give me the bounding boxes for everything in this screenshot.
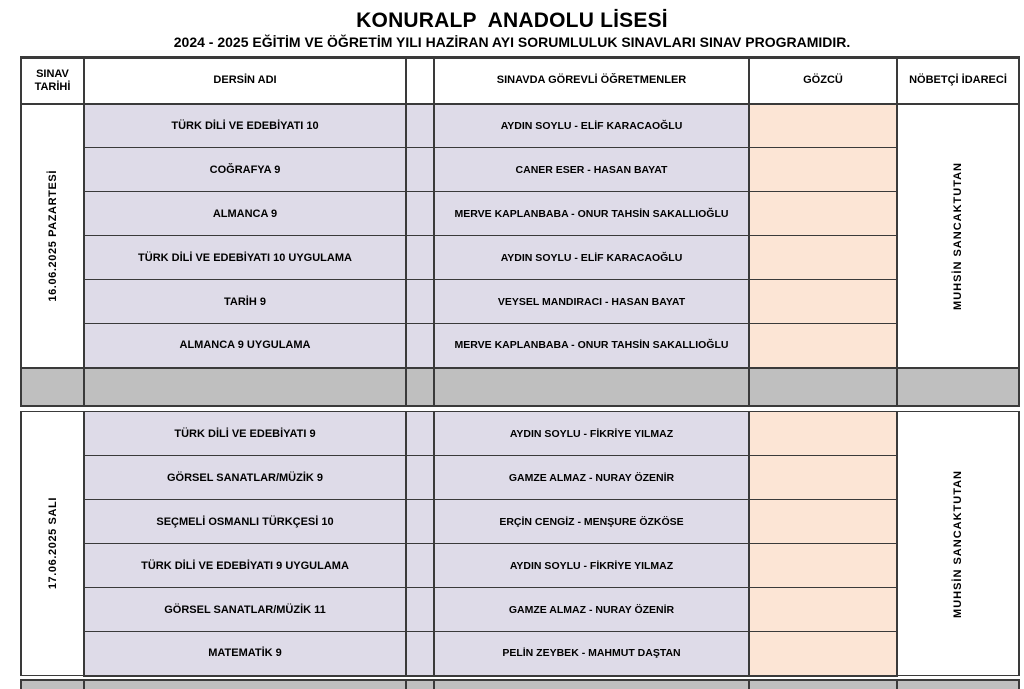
table-row: TARİH 9 VEYSEL MANDIRACI - HASAN BAYAT xyxy=(21,279,1019,324)
teachers-cell: AYDIN SOYLU - ELİF KARACAOĞLU xyxy=(433,103,750,148)
teachers-cell: GAMZE ALMAZ - NURAY ÖZENİR xyxy=(433,587,750,632)
header-gap-column xyxy=(405,56,435,105)
gap-cell xyxy=(405,499,435,544)
course-cell: TÜRK DİLİ VE EDEBİYATI 9 xyxy=(83,411,407,456)
observer-cell xyxy=(748,631,898,677)
course-cell: ALMANCA 9 UYGULAMA xyxy=(83,323,407,369)
observer-cell xyxy=(748,499,898,544)
page-title: KONURALP ANADOLU LİSESİ xyxy=(356,9,668,32)
separator-cell xyxy=(405,678,435,689)
course-cell: TÜRK DİLİ VE EDEBİYATI 10 xyxy=(83,103,407,148)
separator-cell xyxy=(20,366,85,407)
table-row: COĞRAFYA 9 CANER ESER - HASAN BAYAT xyxy=(21,147,1019,192)
separator-cell xyxy=(20,678,85,689)
gap-cell xyxy=(405,543,435,588)
gap-cell xyxy=(405,235,435,280)
course-cell: TARİH 9 xyxy=(83,279,407,324)
spacer-row xyxy=(21,675,1019,680)
teachers-cell: AYDIN SOYLU - ELİF KARACAOĞLU xyxy=(433,235,750,280)
course-cell: TÜRK DİLİ VE EDEBİYATI 10 UYGULAMA xyxy=(83,235,407,280)
separator-cell xyxy=(896,366,1020,407)
teachers-cell: CANER ESER - HASAN BAYAT xyxy=(433,147,750,192)
table-row: TÜRK DİLİ VE EDEBİYATI 9 UYGULAMA AYDIN … xyxy=(21,543,1019,588)
observer-cell xyxy=(748,279,898,324)
header-exam-date: SINAV TARİHİ xyxy=(20,56,85,105)
teachers-cell: MERVE KAPLANBABA - ONUR TAHSİN SAKALLIOĞ… xyxy=(433,323,750,369)
observer-cell xyxy=(748,587,898,632)
teachers-cell: MERVE KAPLANBABA - ONUR TAHSİN SAKALLIOĞ… xyxy=(433,191,750,236)
course-cell: TÜRK DİLİ VE EDEBİYATI 9 UYGULAMA xyxy=(83,543,407,588)
observer-cell xyxy=(748,323,898,369)
course-cell: GÖRSEL SANATLAR/MÜZİK 11 xyxy=(83,587,407,632)
observer-cell xyxy=(748,147,898,192)
observer-cell xyxy=(748,235,898,280)
teachers-cell: GAMZE ALMAZ - NURAY ÖZENİR xyxy=(433,455,750,500)
separator-cell xyxy=(896,678,1020,689)
gap-cell xyxy=(405,147,435,192)
course-cell: GÖRSEL SANATLAR/MÜZİK 9 xyxy=(83,455,407,500)
exam-date-cell: 16.06.2025 PAZARTESİ xyxy=(20,103,85,368)
header-observer: GÖZCÜ xyxy=(748,56,898,105)
duty-admin-cell: MUHSİN SANCAKTUTAN xyxy=(896,411,1020,676)
exam-date-cell: 17.06.2025 SALI xyxy=(20,411,85,676)
table-header-row: SINAV TARİHİ DERSİN ADI SINAVDA GÖREVLİ … xyxy=(20,56,1020,105)
exam-date-label: 16.06.2025 PAZARTESİ xyxy=(46,169,59,302)
gap-cell xyxy=(405,455,435,500)
course-cell: COĞRAFYA 9 xyxy=(83,147,407,192)
gap-cell xyxy=(405,191,435,236)
table-row: ALMANCA 9 MERVE KAPLANBABA - ONUR TAHSİN… xyxy=(21,191,1019,236)
teachers-cell: ERÇİN CENGİZ - MENŞURE ÖZKÖSE xyxy=(433,499,750,544)
teachers-cell: AYDIN SOYLU - FİKRİYE YILMAZ xyxy=(433,411,750,456)
separator-row xyxy=(20,366,1020,407)
exam-date-label: 17.06.2025 SALI xyxy=(46,497,59,590)
table-row: ALMANCA 9 UYGULAMA MERVE KAPLANBABA - ON… xyxy=(21,323,1019,369)
separator-cell xyxy=(748,366,898,407)
spacer-cell xyxy=(21,405,1019,412)
table-row: SEÇMELİ OSMANLI TÜRKÇESİ 10 ERÇİN CENGİZ… xyxy=(21,499,1019,544)
header-course-name: DERSİN ADI xyxy=(83,56,407,105)
teachers-cell: AYDIN SOYLU - FİKRİYE YILMAZ xyxy=(433,543,750,588)
gap-cell xyxy=(405,279,435,324)
observer-cell xyxy=(748,191,898,236)
spacer-row xyxy=(21,405,1019,412)
observer-cell xyxy=(748,103,898,148)
separator-cell xyxy=(748,678,898,689)
course-cell: SEÇMELİ OSMANLI TÜRKÇESİ 10 xyxy=(83,499,407,544)
page-subtitle: 2024 - 2025 EĞİTİM VE ÖĞRETİM YILI HAZİR… xyxy=(173,34,851,50)
table-row: 17.06.2025 SALI TÜRK DİLİ VE EDEBİYATI 9… xyxy=(20,411,1020,676)
separator-cell xyxy=(83,366,407,407)
gap-cell xyxy=(405,411,435,456)
observer-cell xyxy=(748,411,898,456)
observer-cell xyxy=(748,543,898,588)
separator-cell xyxy=(405,366,435,407)
gap-cell xyxy=(405,323,435,369)
separator-cell xyxy=(83,678,407,689)
header-assigned-teachers: SINAVDA GÖREVLİ ÖĞRETMENLER xyxy=(433,56,750,105)
table-row: TÜRK DİLİ VE EDEBİYATI 10 UYGULAMA AYDIN… xyxy=(21,235,1019,280)
course-cell: ALMANCA 9 xyxy=(83,191,407,236)
spacer-cell xyxy=(21,675,1019,680)
table-row: GÖRSEL SANATLAR/MÜZİK 9 GAMZE ALMAZ - NU… xyxy=(21,455,1019,500)
header-duty-administrator: NÖBETÇİ İDARECİ xyxy=(896,56,1020,105)
gap-cell xyxy=(405,631,435,677)
observer-cell xyxy=(748,455,898,500)
separator-cell xyxy=(433,366,750,407)
exam-schedule-table: SINAV TARİHİ DERSİN ADI SINAVDA GÖREVLİ … xyxy=(20,56,1020,689)
separator-cell xyxy=(433,678,750,689)
course-cell: MATEMATİK 9 xyxy=(83,631,407,677)
table-row: MATEMATİK 9 PELİN ZEYBEK - MAHMUT DAŞTAN xyxy=(21,631,1019,677)
separator-row xyxy=(20,678,1020,689)
duty-admin-cell: MUHSİN SANCAKTUTAN xyxy=(896,103,1020,368)
duty-admin-label: MUHSİN SANCAKTUTAN xyxy=(952,161,964,310)
teachers-cell: PELİN ZEYBEK - MAHMUT DAŞTAN xyxy=(433,631,750,677)
gap-cell xyxy=(405,103,435,148)
duty-admin-label: MUHSİN SANCAKTUTAN xyxy=(952,469,964,618)
table-row: GÖRSEL SANATLAR/MÜZİK 11 GAMZE ALMAZ - N… xyxy=(21,587,1019,632)
teachers-cell: VEYSEL MANDIRACI - HASAN BAYAT xyxy=(433,279,750,324)
gap-cell xyxy=(405,587,435,632)
table-row: 16.06.2025 PAZARTESİ TÜRK DİLİ VE EDEBİY… xyxy=(20,103,1020,368)
